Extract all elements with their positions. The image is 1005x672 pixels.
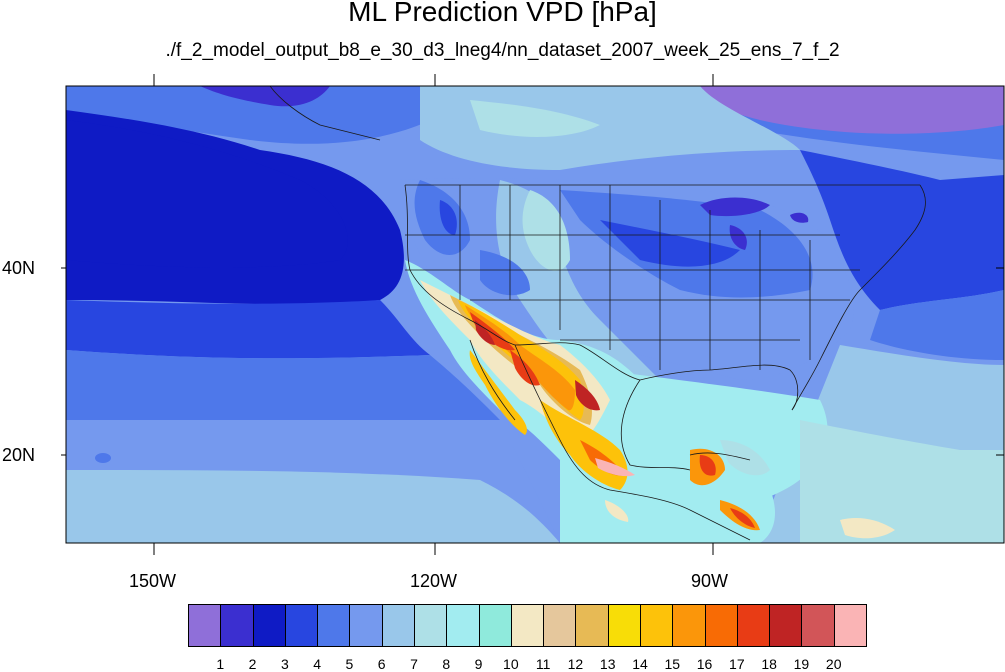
colorbar-swatch <box>640 604 674 647</box>
vpd-map <box>61 74 1005 555</box>
colorbar-swatch <box>446 604 480 647</box>
lon-label-120w: 120W <box>410 571 458 591</box>
colorbar-label: 18 <box>761 656 777 672</box>
colorbar-swatch <box>317 604 351 647</box>
colorbar-label: 9 <box>474 656 483 672</box>
colorbar-label: 7 <box>410 656 418 672</box>
colorbar-label: 20 <box>825 656 842 672</box>
colorbar-swatch <box>543 604 577 647</box>
colorbar-label: 11 <box>535 656 551 672</box>
colorbar-swatch <box>769 604 803 647</box>
colorbar-label: 8 <box>442 656 451 672</box>
colorbar-swatch <box>478 604 512 647</box>
colorbar-label: 14 <box>632 656 648 672</box>
colorbar-swatch <box>284 604 319 647</box>
colorbar-swatch <box>510 604 545 647</box>
colorbar-label: 10 <box>503 656 519 672</box>
colorbar-label: 4 <box>313 656 322 672</box>
map-field <box>66 86 1004 543</box>
map-frame <box>65 85 1005 544</box>
lon-label-90w: 90W <box>691 571 729 591</box>
lat-label-20n: 20N <box>2 445 36 465</box>
colorbar-swatch <box>607 604 641 647</box>
colorbar-label: 12 <box>567 656 584 672</box>
colorbar-label: 2 <box>248 656 257 672</box>
colorbar-swatch <box>188 604 222 647</box>
map-subtitle: ./f_2_model_output_b8_e_30_d3_lneg4/nn_d… <box>165 40 840 61</box>
colorbar-label: 15 <box>664 656 681 672</box>
colorbar-swatch <box>575 604 609 647</box>
lat-label-40n: 40N <box>2 258 36 278</box>
lon-label-150w: 150W <box>129 571 177 591</box>
colorbar-swatch <box>801 604 835 647</box>
colorbar <box>188 604 867 647</box>
political-boundaries <box>269 86 926 541</box>
colorbar-label: 16 <box>696 656 713 672</box>
colorbar-swatch <box>220 604 254 647</box>
colorbar-label: 6 <box>377 656 386 672</box>
colorbar-label: 1 <box>216 656 225 672</box>
colorbar-swatch <box>833 604 867 647</box>
colorbar-swatch <box>252 604 286 647</box>
colorbar-swatch <box>414 604 448 647</box>
colorbar-swatch <box>736 604 771 647</box>
colorbar-swatch <box>704 604 738 647</box>
map-title: ML Prediction VPD [hPa] <box>348 0 657 27</box>
colorbar-swatch <box>381 604 415 647</box>
colorbar-swatch <box>672 604 706 647</box>
colorbar-label: 5 <box>345 656 354 672</box>
colorbar-label: 13 <box>599 656 616 672</box>
colorbar-label: 19 <box>793 656 810 672</box>
colorbar-label: 17 <box>729 656 745 672</box>
axis-ticks <box>61 74 1004 555</box>
colorbar-swatch <box>349 604 383 647</box>
colorbar-label: 3 <box>280 656 289 672</box>
